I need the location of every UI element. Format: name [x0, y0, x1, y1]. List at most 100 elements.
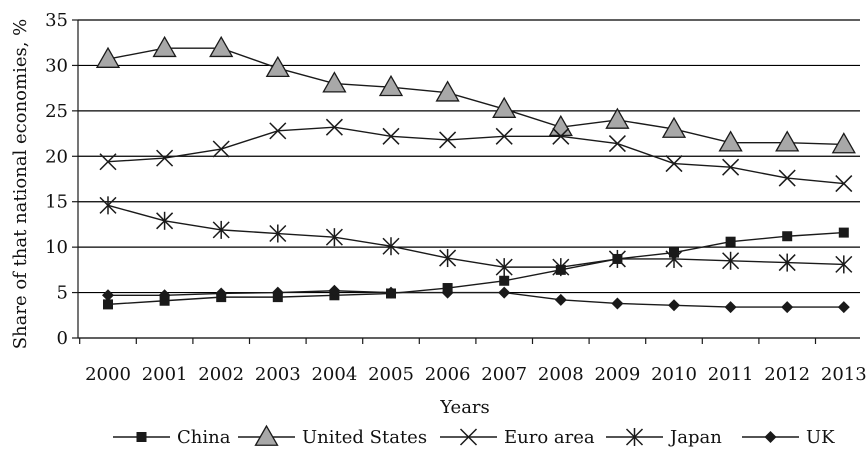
data-point	[608, 249, 626, 268]
legend: China United States Euro area Japan UK	[113, 424, 835, 448]
y-axis-title: Share of that national economies, %	[10, 19, 31, 350]
x-tick-label: 2002	[198, 364, 244, 385]
data-point	[778, 253, 796, 272]
series-line	[107, 204, 844, 268]
y-tick-label: 30	[45, 55, 68, 76]
x-tick-label: 2000	[85, 364, 131, 385]
data-point	[158, 289, 171, 302]
data-point	[99, 153, 117, 171]
legend-item-china: China	[113, 427, 231, 448]
data-point	[385, 286, 397, 299]
legend-item-japan: Japan	[606, 427, 722, 448]
data-point	[722, 251, 740, 270]
x-tick-label: 2005	[368, 364, 414, 385]
data-point	[382, 237, 400, 256]
data-point	[718, 130, 743, 152]
y-tick-label: 15	[45, 192, 68, 213]
x-tick-label: 2001	[142, 364, 188, 385]
legend-marker	[459, 428, 478, 446]
data-point	[209, 35, 234, 58]
series-china	[103, 227, 849, 310]
tick-labels: 0 5 10 15 20 25 30 35 2000 2001 2002 2003 2004 2005 20…	[45, 10, 866, 385]
data-point	[838, 227, 849, 238]
x-tick-label: 2004	[311, 364, 357, 385]
gridlines	[78, 19, 860, 339]
data-point	[611, 297, 624, 310]
data-point	[835, 175, 853, 193]
x-tick-label: 2007	[481, 364, 527, 385]
legend-label: Japan	[668, 427, 722, 448]
x-tick-label: 2008	[538, 364, 584, 385]
data-point	[212, 220, 230, 239]
data-point	[325, 118, 343, 136]
series-japan	[99, 196, 853, 277]
data-point	[435, 80, 460, 102]
data-point	[782, 231, 793, 242]
data-point	[495, 127, 513, 145]
series-line	[107, 126, 844, 185]
data-point	[498, 286, 511, 299]
x-tick-label: 2011	[708, 364, 754, 385]
legend-item-united-states: United States	[238, 424, 427, 448]
data-point	[382, 127, 400, 145]
series-line	[107, 47, 844, 146]
series-line	[107, 231, 844, 306]
legend-label: United States	[302, 427, 427, 448]
y-tick-label: 10	[45, 237, 68, 258]
data-point	[665, 155, 683, 173]
data-point	[605, 107, 630, 129]
legend-marker	[136, 432, 147, 442]
legend-label: China	[177, 427, 231, 448]
x-tick-label: 2009	[594, 364, 640, 385]
x-tick-label: 2006	[425, 364, 471, 385]
data-point	[499, 275, 510, 286]
data-point	[722, 158, 740, 176]
data-point	[328, 284, 341, 297]
x-tick-label: 2013	[821, 364, 866, 385]
axes	[72, 19, 817, 344]
data-point	[552, 258, 570, 277]
data-point	[325, 228, 343, 247]
series	[95, 35, 856, 314]
y-tick-label: 35	[45, 10, 68, 31]
x-tick-label: 2003	[255, 364, 301, 385]
data-point	[781, 301, 794, 314]
data-point	[322, 71, 347, 93]
data-point	[831, 132, 856, 154]
series-united-states	[95, 35, 856, 154]
y-tick-label: 5	[57, 283, 68, 304]
data-point	[269, 122, 287, 140]
data-point	[778, 169, 796, 187]
data-point	[156, 211, 174, 230]
series-line	[108, 290, 844, 308]
data-point	[775, 130, 800, 152]
data-point	[103, 299, 113, 310]
y-tick-label: 25	[45, 101, 68, 122]
data-point	[725, 236, 736, 247]
data-point	[212, 140, 230, 158]
legend-item-euro-area: Euro area	[440, 427, 595, 448]
x-axis-title: Years	[439, 397, 490, 418]
data-point	[215, 287, 228, 300]
data-point	[724, 301, 737, 314]
data-point	[554, 293, 567, 306]
data-point	[608, 135, 626, 153]
x-tick-label: 2012	[764, 364, 810, 385]
data-point	[835, 255, 853, 274]
legend-label: Euro area	[504, 427, 595, 448]
data-point	[156, 149, 174, 167]
data-point	[102, 289, 114, 302]
data-point	[837, 301, 850, 314]
legend-marker	[625, 428, 644, 446]
y-tick-label: 0	[57, 328, 68, 349]
data-point	[665, 249, 683, 268]
data-point	[552, 127, 570, 145]
data-point	[492, 96, 517, 118]
data-point	[265, 55, 290, 78]
data-point	[269, 224, 287, 243]
x-tick-label: 2010	[651, 364, 697, 385]
data-point	[271, 286, 284, 299]
data-point	[152, 35, 177, 58]
series-uk	[102, 284, 850, 314]
